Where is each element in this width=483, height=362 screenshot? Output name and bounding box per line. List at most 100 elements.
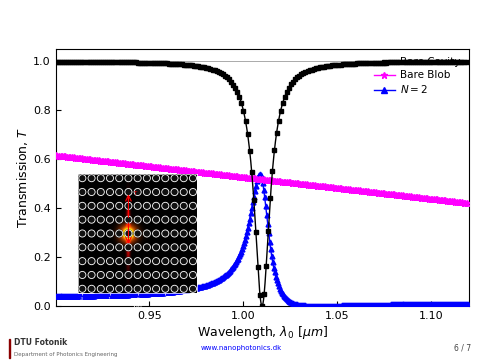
Circle shape <box>180 230 187 237</box>
Y-axis label: $y/\lambda_0$: $y/\lambda_0$ <box>57 228 67 239</box>
Circle shape <box>79 285 86 292</box>
Circle shape <box>88 189 95 195</box>
Circle shape <box>153 230 159 237</box>
Circle shape <box>116 202 123 209</box>
Circle shape <box>162 230 169 237</box>
Text: 6 / 7: 6 / 7 <box>454 344 471 353</box>
Circle shape <box>171 189 178 195</box>
Circle shape <box>88 244 95 251</box>
Circle shape <box>97 258 104 265</box>
Circle shape <box>180 285 187 292</box>
Circle shape <box>189 230 197 237</box>
Circle shape <box>162 202 169 209</box>
X-axis label: Wavelength, $\lambda_0$ [$\mu m$]: Wavelength, $\lambda_0$ [$\mu m$] <box>197 324 327 341</box>
Circle shape <box>153 258 159 265</box>
Circle shape <box>180 202 187 209</box>
Circle shape <box>116 216 123 223</box>
Circle shape <box>171 174 178 182</box>
Circle shape <box>125 174 132 182</box>
Circle shape <box>153 189 159 195</box>
Circle shape <box>106 244 114 251</box>
Circle shape <box>134 244 141 251</box>
Circle shape <box>125 258 132 265</box>
Circle shape <box>106 174 114 182</box>
Circle shape <box>134 272 141 278</box>
Circle shape <box>180 244 187 251</box>
Circle shape <box>106 189 114 195</box>
Circle shape <box>134 174 141 182</box>
FancyBboxPatch shape <box>9 339 10 358</box>
Circle shape <box>143 189 150 195</box>
Circle shape <box>189 174 197 182</box>
Circle shape <box>134 230 141 237</box>
Circle shape <box>143 216 150 223</box>
Circle shape <box>143 230 150 237</box>
Circle shape <box>180 216 187 223</box>
Circle shape <box>162 285 169 292</box>
Circle shape <box>116 189 123 195</box>
Circle shape <box>88 285 95 292</box>
Circle shape <box>153 285 159 292</box>
Circle shape <box>79 244 86 251</box>
Circle shape <box>79 189 86 195</box>
Circle shape <box>162 216 169 223</box>
Circle shape <box>97 244 104 251</box>
Circle shape <box>143 202 150 209</box>
Circle shape <box>97 230 104 237</box>
Circle shape <box>162 174 169 182</box>
Circle shape <box>143 258 150 265</box>
Circle shape <box>171 230 178 237</box>
Circle shape <box>153 174 159 182</box>
Circle shape <box>79 258 86 265</box>
Circle shape <box>106 230 114 237</box>
Circle shape <box>106 258 114 265</box>
Circle shape <box>125 244 132 251</box>
Circle shape <box>88 272 95 278</box>
Circle shape <box>116 230 123 237</box>
Circle shape <box>125 216 132 223</box>
Circle shape <box>171 258 178 265</box>
Circle shape <box>171 202 178 209</box>
Circle shape <box>106 285 114 292</box>
Circle shape <box>125 202 132 209</box>
Circle shape <box>134 258 141 265</box>
Circle shape <box>171 285 178 292</box>
Circle shape <box>116 174 123 182</box>
Circle shape <box>79 272 86 278</box>
Circle shape <box>189 216 197 223</box>
Circle shape <box>88 258 95 265</box>
Circle shape <box>134 285 141 292</box>
Circle shape <box>97 189 104 195</box>
Circle shape <box>189 258 197 265</box>
Circle shape <box>153 216 159 223</box>
Circle shape <box>88 174 95 182</box>
Circle shape <box>134 189 141 195</box>
Circle shape <box>88 216 95 223</box>
Circle shape <box>79 202 86 209</box>
Text: www.nanophotonics.dk: www.nanophotonics.dk <box>201 345 282 352</box>
X-axis label: $x/\lambda_0$: $x/\lambda_0$ <box>132 302 143 311</box>
Text: DTU Fotonik: DTU Fotonik <box>14 338 67 347</box>
Circle shape <box>162 244 169 251</box>
Circle shape <box>189 272 197 278</box>
Circle shape <box>189 189 197 195</box>
Circle shape <box>116 272 123 278</box>
Circle shape <box>153 244 159 251</box>
Circle shape <box>180 272 187 278</box>
Circle shape <box>162 189 169 195</box>
Circle shape <box>106 202 114 209</box>
Circle shape <box>106 272 114 278</box>
Circle shape <box>171 216 178 223</box>
Circle shape <box>116 285 123 292</box>
Circle shape <box>79 174 86 182</box>
Circle shape <box>97 202 104 209</box>
Circle shape <box>162 272 169 278</box>
Circle shape <box>79 230 86 237</box>
Circle shape <box>97 216 104 223</box>
Circle shape <box>97 174 104 182</box>
Circle shape <box>189 285 197 292</box>
Circle shape <box>189 202 197 209</box>
Circle shape <box>106 216 114 223</box>
Text: Fano Spectrum Photonic Crystal Structure: Fano Spectrum Photonic Crystal Structure <box>7 11 372 29</box>
Circle shape <box>97 272 104 278</box>
